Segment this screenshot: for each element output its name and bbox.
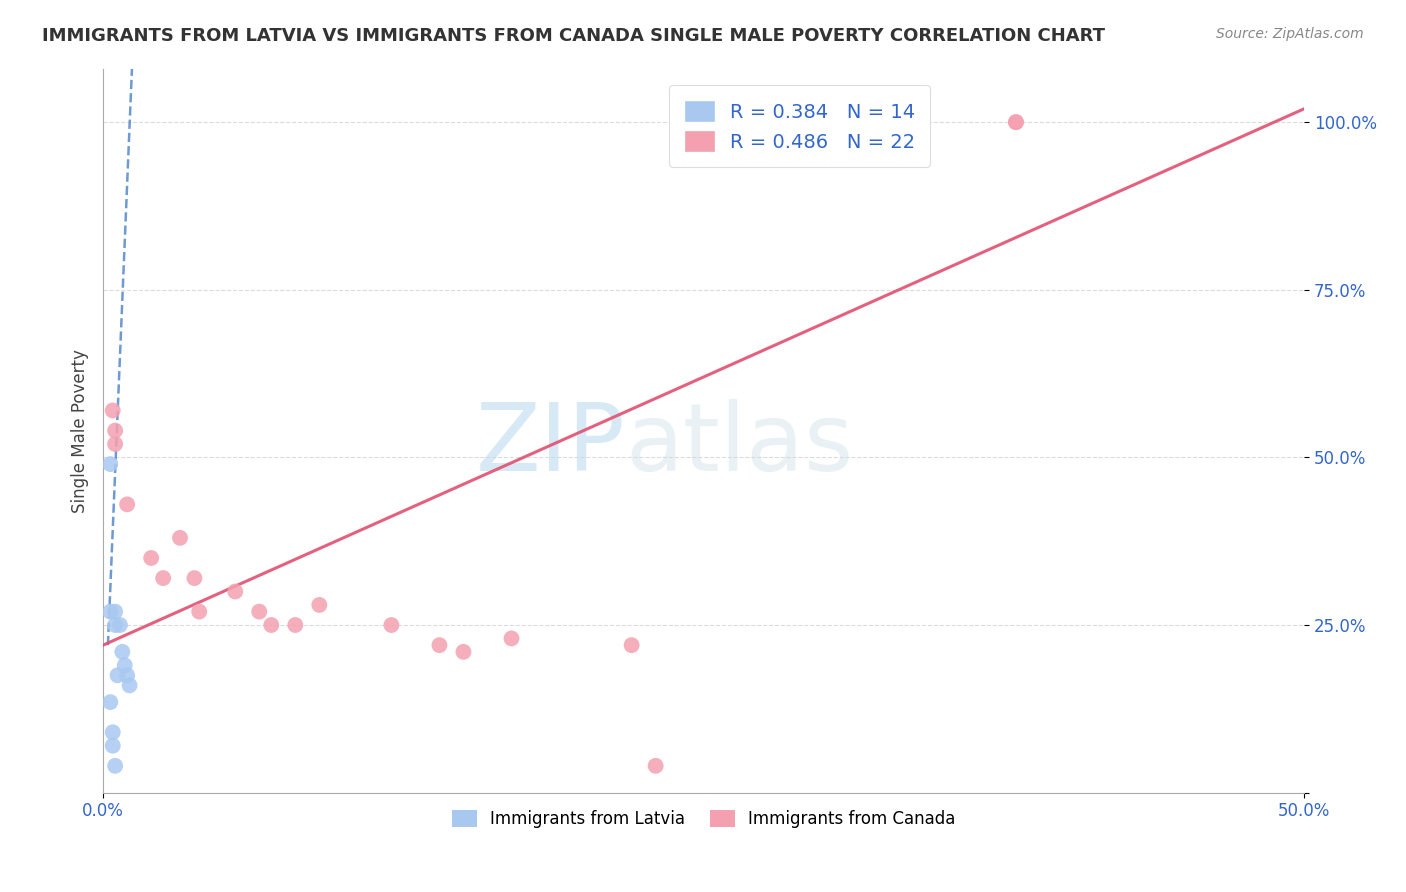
Point bbox=[111, 645, 134, 659]
Point bbox=[114, 658, 136, 673]
Point bbox=[1005, 115, 1028, 129]
Point bbox=[644, 759, 666, 773]
Point bbox=[169, 531, 191, 545]
Point bbox=[501, 632, 523, 646]
Point bbox=[152, 571, 174, 585]
Point bbox=[453, 645, 475, 659]
Point bbox=[224, 584, 246, 599]
Point bbox=[308, 598, 330, 612]
Point bbox=[98, 457, 121, 471]
Point bbox=[104, 424, 127, 438]
Point bbox=[141, 551, 163, 566]
Point bbox=[104, 618, 127, 632]
Point bbox=[115, 497, 138, 511]
Point bbox=[98, 695, 121, 709]
Point bbox=[101, 725, 124, 739]
Point bbox=[183, 571, 205, 585]
Point bbox=[380, 618, 402, 632]
Text: Source: ZipAtlas.com: Source: ZipAtlas.com bbox=[1216, 27, 1364, 41]
Point bbox=[118, 678, 141, 692]
Point bbox=[260, 618, 283, 632]
Point bbox=[620, 638, 643, 652]
Point bbox=[101, 403, 124, 417]
Point bbox=[104, 437, 127, 451]
Point bbox=[107, 668, 129, 682]
Point bbox=[104, 605, 127, 619]
Point bbox=[104, 759, 127, 773]
Point bbox=[115, 668, 138, 682]
Legend: Immigrants from Latvia, Immigrants from Canada: Immigrants from Latvia, Immigrants from … bbox=[444, 804, 962, 835]
Text: IMMIGRANTS FROM LATVIA VS IMMIGRANTS FROM CANADA SINGLE MALE POVERTY CORRELATION: IMMIGRANTS FROM LATVIA VS IMMIGRANTS FRO… bbox=[42, 27, 1105, 45]
Text: atlas: atlas bbox=[626, 399, 853, 491]
Point bbox=[429, 638, 451, 652]
Y-axis label: Single Male Poverty: Single Male Poverty bbox=[72, 349, 89, 513]
Point bbox=[188, 605, 211, 619]
Point bbox=[108, 618, 131, 632]
Point bbox=[284, 618, 307, 632]
Text: ZIP: ZIP bbox=[477, 399, 626, 491]
Point bbox=[98, 605, 121, 619]
Point bbox=[1005, 115, 1028, 129]
Point bbox=[247, 605, 270, 619]
Point bbox=[101, 739, 124, 753]
